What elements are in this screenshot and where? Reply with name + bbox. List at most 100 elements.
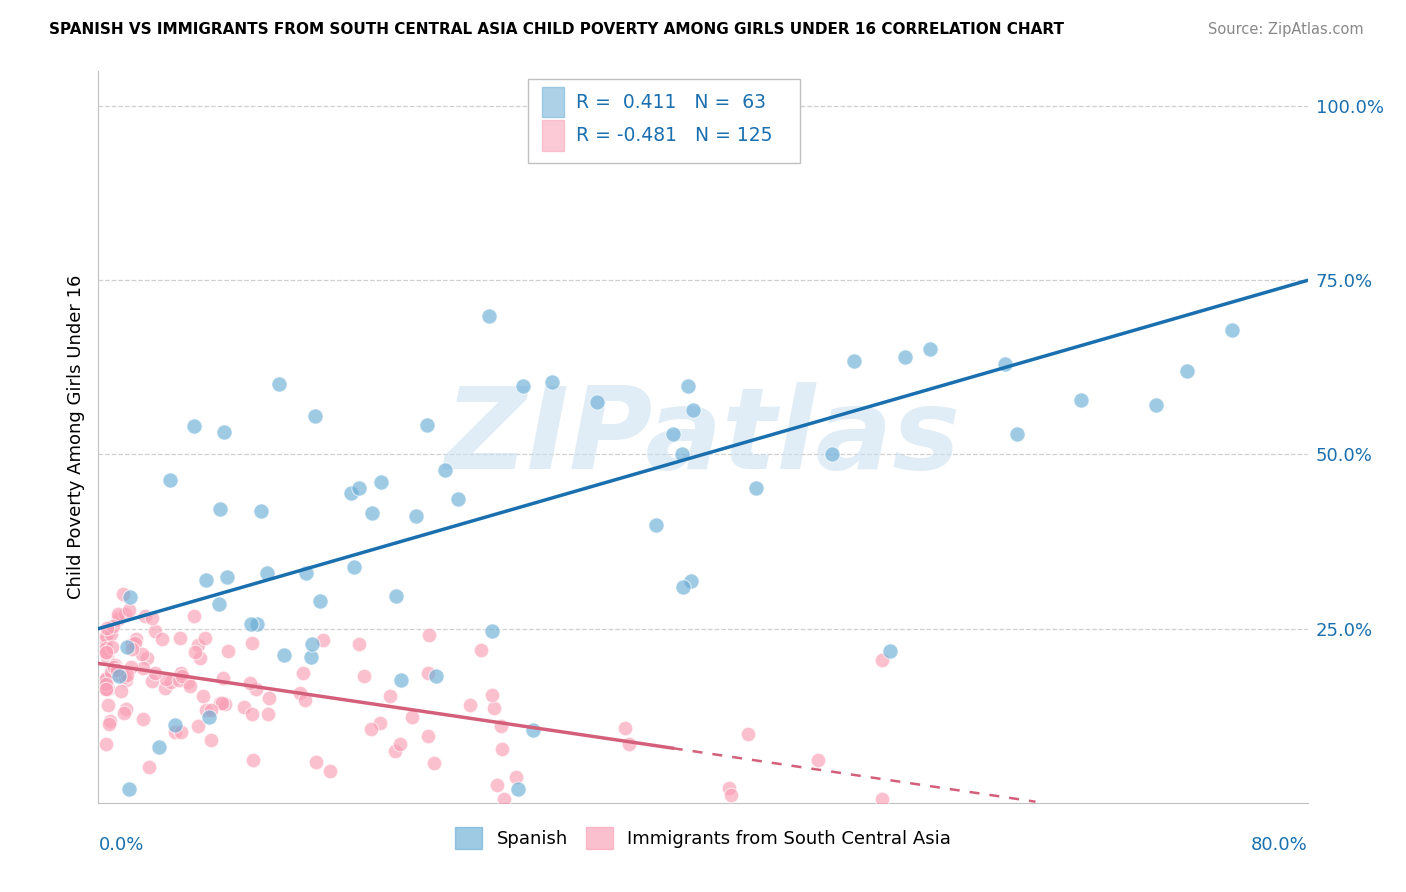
Point bbox=[918, 343, 941, 357]
Point bbox=[481, 688, 503, 702]
Point bbox=[256, 566, 278, 580]
Point bbox=[101, 640, 124, 655]
Point bbox=[112, 706, 135, 721]
Point bbox=[353, 669, 375, 683]
Point bbox=[118, 591, 141, 605]
Point bbox=[179, 679, 201, 693]
Point bbox=[118, 781, 141, 796]
Text: 80.0%: 80.0% bbox=[1251, 836, 1308, 854]
Bar bbox=[543, 87, 564, 118]
Point bbox=[522, 723, 544, 737]
Point bbox=[617, 737, 640, 751]
Point bbox=[153, 681, 176, 696]
Point bbox=[360, 506, 382, 520]
Point bbox=[138, 760, 160, 774]
Point bbox=[141, 611, 163, 625]
Point bbox=[94, 646, 117, 660]
Point bbox=[676, 379, 699, 393]
FancyBboxPatch shape bbox=[527, 78, 800, 163]
Point bbox=[245, 681, 267, 696]
Point bbox=[401, 710, 423, 724]
Point bbox=[389, 673, 412, 687]
Point bbox=[246, 617, 269, 632]
Point bbox=[121, 637, 143, 651]
Point bbox=[879, 644, 901, 658]
Point bbox=[159, 675, 181, 690]
Legend: Spanish, Immigrants from South Central Asia: Spanish, Immigrants from South Central A… bbox=[447, 820, 959, 856]
Point bbox=[745, 481, 768, 495]
Point bbox=[682, 403, 704, 417]
Point bbox=[176, 675, 198, 690]
Point bbox=[586, 394, 609, 409]
Point bbox=[717, 781, 740, 796]
Point bbox=[506, 781, 529, 796]
Point bbox=[194, 632, 217, 646]
Point bbox=[159, 473, 181, 487]
Point bbox=[292, 666, 315, 681]
Point bbox=[737, 727, 759, 741]
Point bbox=[844, 353, 866, 368]
Point bbox=[679, 574, 702, 589]
Point bbox=[111, 587, 134, 601]
Point bbox=[200, 703, 222, 717]
Point bbox=[169, 665, 191, 680]
Point bbox=[208, 502, 231, 516]
Point bbox=[97, 681, 120, 696]
Point bbox=[273, 648, 295, 662]
Point bbox=[97, 698, 120, 712]
Point bbox=[98, 714, 121, 729]
Point bbox=[343, 560, 366, 574]
Point bbox=[239, 676, 262, 690]
Point bbox=[132, 712, 155, 726]
Point bbox=[98, 716, 121, 731]
Point bbox=[94, 676, 117, 690]
Point bbox=[1144, 398, 1167, 412]
Point bbox=[299, 650, 322, 665]
Point bbox=[1005, 427, 1028, 442]
Point bbox=[117, 640, 139, 654]
Point bbox=[101, 619, 124, 633]
Point bbox=[115, 668, 138, 682]
Point bbox=[107, 611, 129, 625]
Point bbox=[114, 607, 136, 622]
Point bbox=[486, 778, 509, 792]
Point bbox=[339, 485, 361, 500]
Point bbox=[240, 706, 263, 721]
Point bbox=[124, 635, 146, 649]
Point bbox=[200, 733, 222, 747]
Bar bbox=[543, 120, 564, 151]
Point bbox=[217, 644, 239, 658]
Point bbox=[143, 666, 166, 681]
Point bbox=[370, 475, 392, 489]
Point bbox=[148, 739, 170, 754]
Point bbox=[188, 650, 211, 665]
Point bbox=[124, 632, 146, 646]
Point bbox=[183, 609, 205, 624]
Point bbox=[388, 737, 411, 751]
Point bbox=[165, 725, 187, 739]
Point bbox=[214, 425, 236, 440]
Point bbox=[134, 609, 156, 624]
Point bbox=[183, 419, 205, 434]
Point bbox=[370, 715, 392, 730]
Point bbox=[212, 671, 235, 685]
Point bbox=[195, 573, 218, 587]
Point bbox=[169, 631, 191, 645]
Point bbox=[256, 706, 278, 721]
Point bbox=[104, 658, 127, 673]
Point bbox=[191, 690, 214, 704]
Point bbox=[257, 691, 280, 706]
Point bbox=[194, 703, 217, 717]
Point bbox=[821, 447, 844, 461]
Point bbox=[103, 659, 125, 673]
Point bbox=[614, 722, 637, 736]
Point bbox=[425, 669, 447, 683]
Point bbox=[94, 640, 117, 655]
Point bbox=[184, 645, 207, 659]
Point bbox=[107, 666, 129, 681]
Point bbox=[301, 637, 323, 651]
Text: R =  0.411   N =  63: R = 0.411 N = 63 bbox=[576, 93, 766, 112]
Point bbox=[418, 628, 440, 642]
Point bbox=[118, 603, 141, 617]
Point bbox=[135, 651, 157, 665]
